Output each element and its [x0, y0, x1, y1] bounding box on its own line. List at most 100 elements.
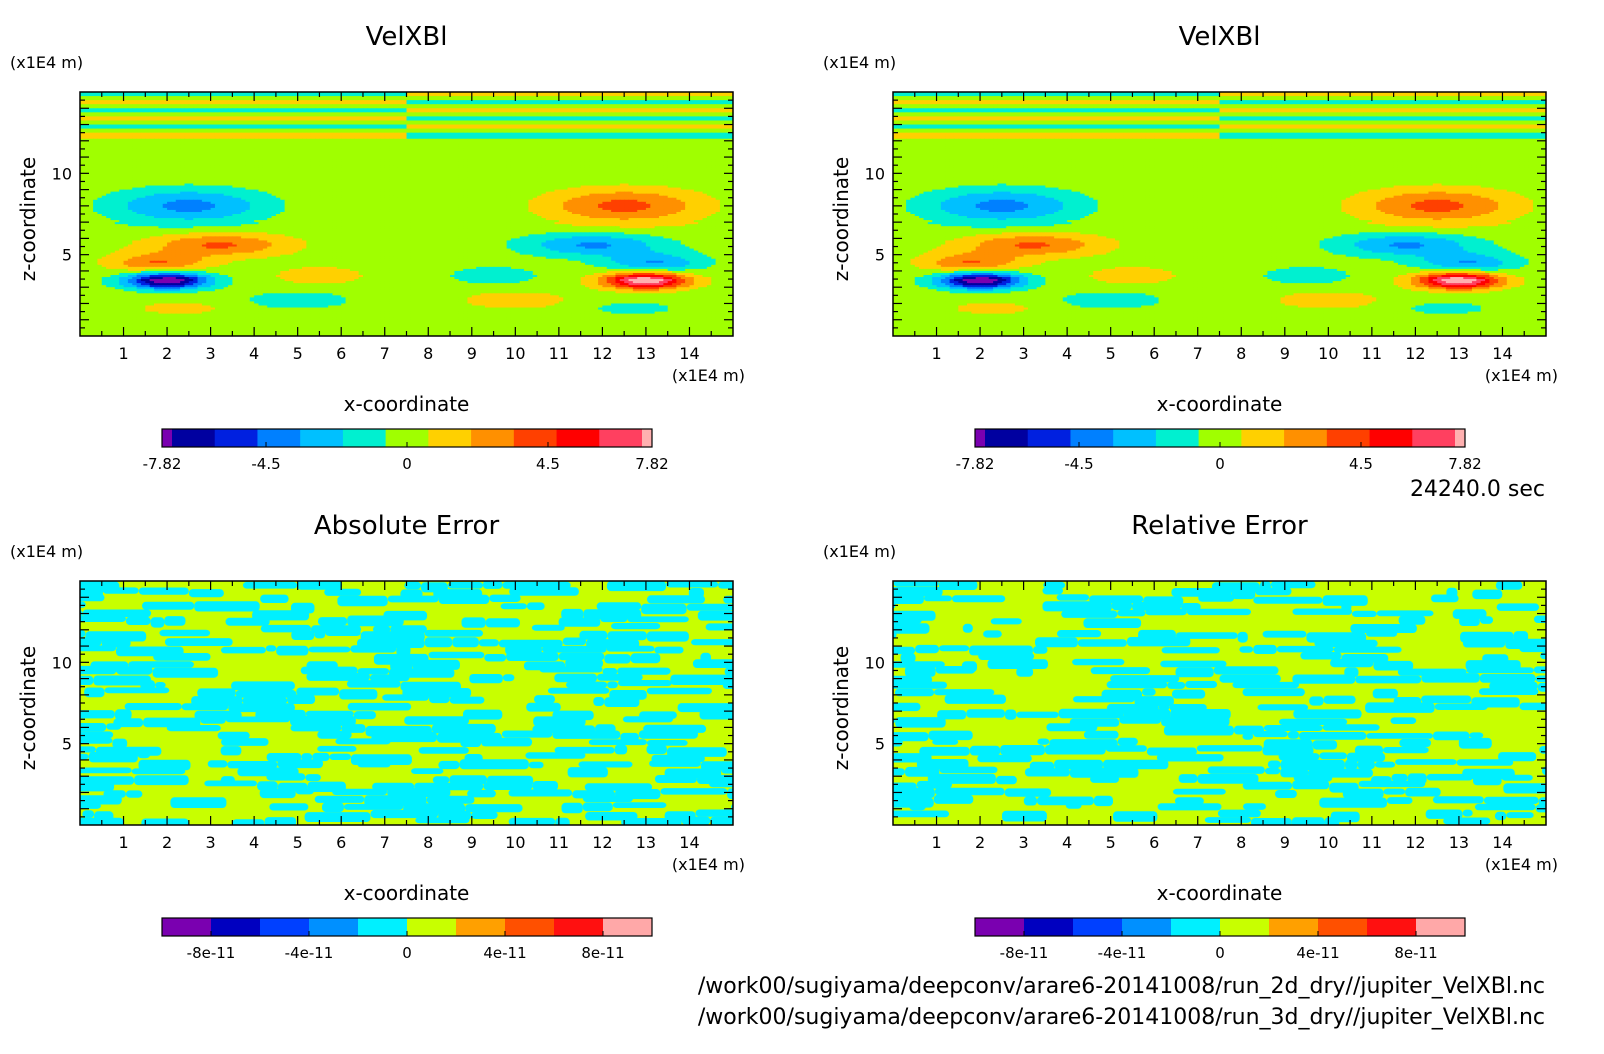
heatmap-cell [88, 153, 94, 156]
heatmap-cell [184, 116, 190, 120]
heatmap-cell [658, 142, 664, 146]
heatmap-cell [232, 110, 238, 113]
heatmap-cell [267, 159, 273, 162]
heatmap-cell [550, 116, 556, 120]
heatmap-cell [262, 157, 268, 160]
heatmap-cell [724, 120, 730, 124]
heatmap-cell [645, 140, 651, 144]
heatmap-cell [480, 104, 486, 107]
heatmap-cell [393, 102, 399, 105]
heatmap-cell [167, 92, 173, 95]
heatmap-cell [310, 144, 316, 148]
heatmap-cell [328, 128, 334, 132]
heatmap-cell [637, 118, 643, 122]
heatmap-cell [254, 159, 260, 162]
heatmap-cell [402, 98, 408, 101]
heatmap-cell [602, 106, 608, 109]
heatmap-cell [275, 134, 281, 138]
heatmap-cell [706, 132, 712, 136]
heatmap-cell [167, 114, 173, 117]
heatmap-cell [615, 94, 621, 97]
heatmap-cell [84, 128, 90, 132]
heatmap-cell [406, 98, 412, 101]
heatmap-cell [84, 92, 90, 95]
heatmap-cell [171, 102, 177, 105]
heatmap-cell [123, 98, 129, 101]
heatmap-cell [580, 92, 586, 95]
heatmap-cell [554, 157, 560, 160]
heatmap-cell [558, 146, 564, 150]
heatmap-cell [567, 116, 573, 120]
heatmap-cell [280, 153, 286, 156]
heatmap-cell [641, 130, 647, 134]
heatmap-cell [506, 132, 512, 136]
heatmap-cell [445, 132, 451, 136]
heatmap-cell [441, 128, 447, 132]
heatmap-cell [267, 130, 273, 134]
heatmap-cell [297, 102, 303, 105]
heatmap-cell [127, 134, 133, 138]
heatmap-cell [554, 122, 560, 126]
heatmap-cell [497, 128, 503, 132]
heatmap-cell [689, 150, 695, 154]
heatmap-cell [367, 102, 373, 105]
heatmap-cell [719, 102, 725, 105]
heatmap-cell [611, 122, 617, 126]
heatmap-cell [275, 94, 281, 97]
heatmap-cell [336, 128, 342, 132]
heatmap-cell [106, 102, 112, 105]
heatmap-cell [114, 136, 120, 140]
heatmap-cell [619, 150, 625, 154]
heatmap-cell [349, 132, 355, 136]
heatmap-cell [645, 94, 651, 97]
heatmap-cell [402, 114, 408, 117]
heatmap-cell [589, 124, 595, 128]
heatmap-cell [119, 126, 125, 130]
heatmap-cell [106, 126, 112, 130]
heatmap-cell [628, 112, 634, 115]
heatmap-cell [323, 94, 329, 97]
heatmap-cell [711, 118, 717, 122]
heatmap-cell [476, 146, 482, 150]
heatmap-cell [467, 94, 473, 97]
heatmap-cell [101, 150, 107, 154]
heatmap-cell [715, 120, 721, 124]
heatmap-cell [197, 106, 203, 109]
heatmap-cell [127, 98, 133, 101]
heatmap-cell [598, 116, 603, 120]
heatmap-cell [154, 118, 159, 122]
heatmap-cell [319, 124, 325, 128]
heatmap-cell [524, 118, 529, 122]
heatmap-cell [711, 134, 717, 138]
heatmap-cell [267, 94, 273, 97]
heatmap-cell [698, 130, 704, 134]
heatmap-cell [680, 148, 686, 152]
heatmap-cell [127, 144, 133, 148]
heatmap-cell [506, 124, 512, 128]
heatmap-cell [719, 134, 725, 138]
heatmap-cell [140, 110, 146, 113]
heatmap-cell [584, 153, 590, 156]
heatmap-cell [323, 104, 329, 107]
heatmap-cell [667, 126, 673, 130]
heatmap-cell [288, 96, 294, 99]
heatmap-cell [445, 110, 451, 113]
heatmap-cell [685, 92, 691, 95]
heatmap-cell [672, 110, 677, 113]
heatmap-cell [524, 155, 529, 158]
heatmap-cell [171, 148, 177, 152]
heatmap-cell [506, 146, 512, 150]
heatmap-cell [145, 142, 151, 146]
heatmap-cell [637, 138, 643, 142]
heatmap-cell [441, 102, 447, 105]
heatmap-cell [537, 104, 543, 107]
heatmap-cell [619, 98, 625, 101]
heatmap-cell [393, 108, 399, 111]
heatmap-cell [506, 102, 512, 105]
heatmap-cell [650, 136, 656, 140]
heatmap-cell [580, 104, 586, 107]
heatmap-cell [571, 92, 577, 95]
heatmap-cell [214, 159, 220, 162]
heatmap-cell [558, 148, 564, 152]
heatmap-cell [650, 148, 656, 152]
